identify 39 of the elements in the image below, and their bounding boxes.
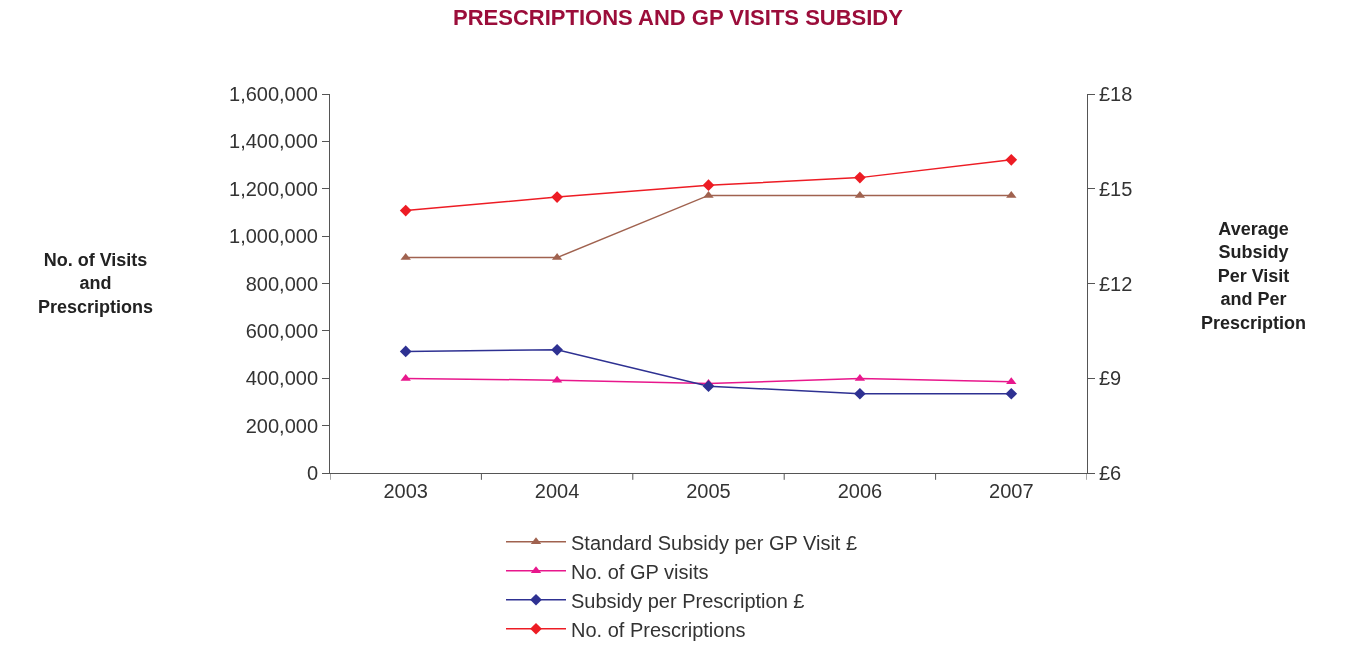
y-tick-label: 400,000 bbox=[245, 367, 318, 390]
y-tick-label: 200,000 bbox=[245, 414, 318, 437]
point bbox=[703, 190, 714, 198]
point bbox=[1006, 190, 1017, 198]
point bbox=[399, 345, 412, 358]
legend-label: No. of Prescriptions bbox=[571, 618, 746, 641]
point bbox=[702, 179, 715, 192]
x-tick-label: 2007 bbox=[989, 480, 1034, 502]
legend-label: Subsidy per Prescription £ bbox=[571, 589, 805, 612]
y2-tick-label: £12 bbox=[1099, 272, 1133, 295]
y-tick-label: 800,000 bbox=[245, 272, 318, 295]
y2-axis-title: Average Subsidy Per Visit and Per Prescription bbox=[1201, 219, 1307, 333]
x-tick-label: 2003 bbox=[383, 480, 428, 502]
point bbox=[551, 343, 563, 356]
x-tick-label: 2005 bbox=[686, 480, 731, 502]
y2-tick-label: £15 bbox=[1099, 177, 1133, 200]
y-tick-label: 600,000 bbox=[245, 319, 318, 342]
y-tick-label: 1,000,000 bbox=[229, 225, 318, 248]
legend-label: No. of GP visits bbox=[571, 560, 709, 583]
point bbox=[1006, 377, 1017, 385]
chart-title: PRESCRIPTIONS AND GP VISITS SUBSIDY bbox=[453, 5, 904, 31]
legend-label: Standard Subsidy per GP Visit £ bbox=[571, 531, 858, 554]
y-tick-label: 0 bbox=[306, 462, 318, 484]
y-tick-label: 1,400,000 bbox=[229, 130, 318, 153]
point bbox=[1005, 154, 1018, 166]
point bbox=[854, 387, 866, 400]
x-tick-label: 2004 bbox=[534, 480, 580, 502]
y2-tick-label: £18 bbox=[1099, 83, 1133, 105]
point bbox=[399, 204, 412, 217]
y-tick-label: 1,600,000 bbox=[229, 83, 318, 105]
point bbox=[702, 380, 715, 392]
y-axis-title: No. of Visits and Prescriptions bbox=[38, 250, 154, 317]
x-tick-label: 2006 bbox=[837, 480, 883, 502]
point bbox=[854, 171, 866, 184]
point bbox=[400, 373, 411, 381]
y2-tick-label: £6 bbox=[1099, 462, 1122, 484]
point bbox=[1005, 387, 1018, 400]
y2-tick-label: £9 bbox=[1099, 367, 1122, 390]
y-tick-label: 1,200,000 bbox=[229, 177, 318, 200]
